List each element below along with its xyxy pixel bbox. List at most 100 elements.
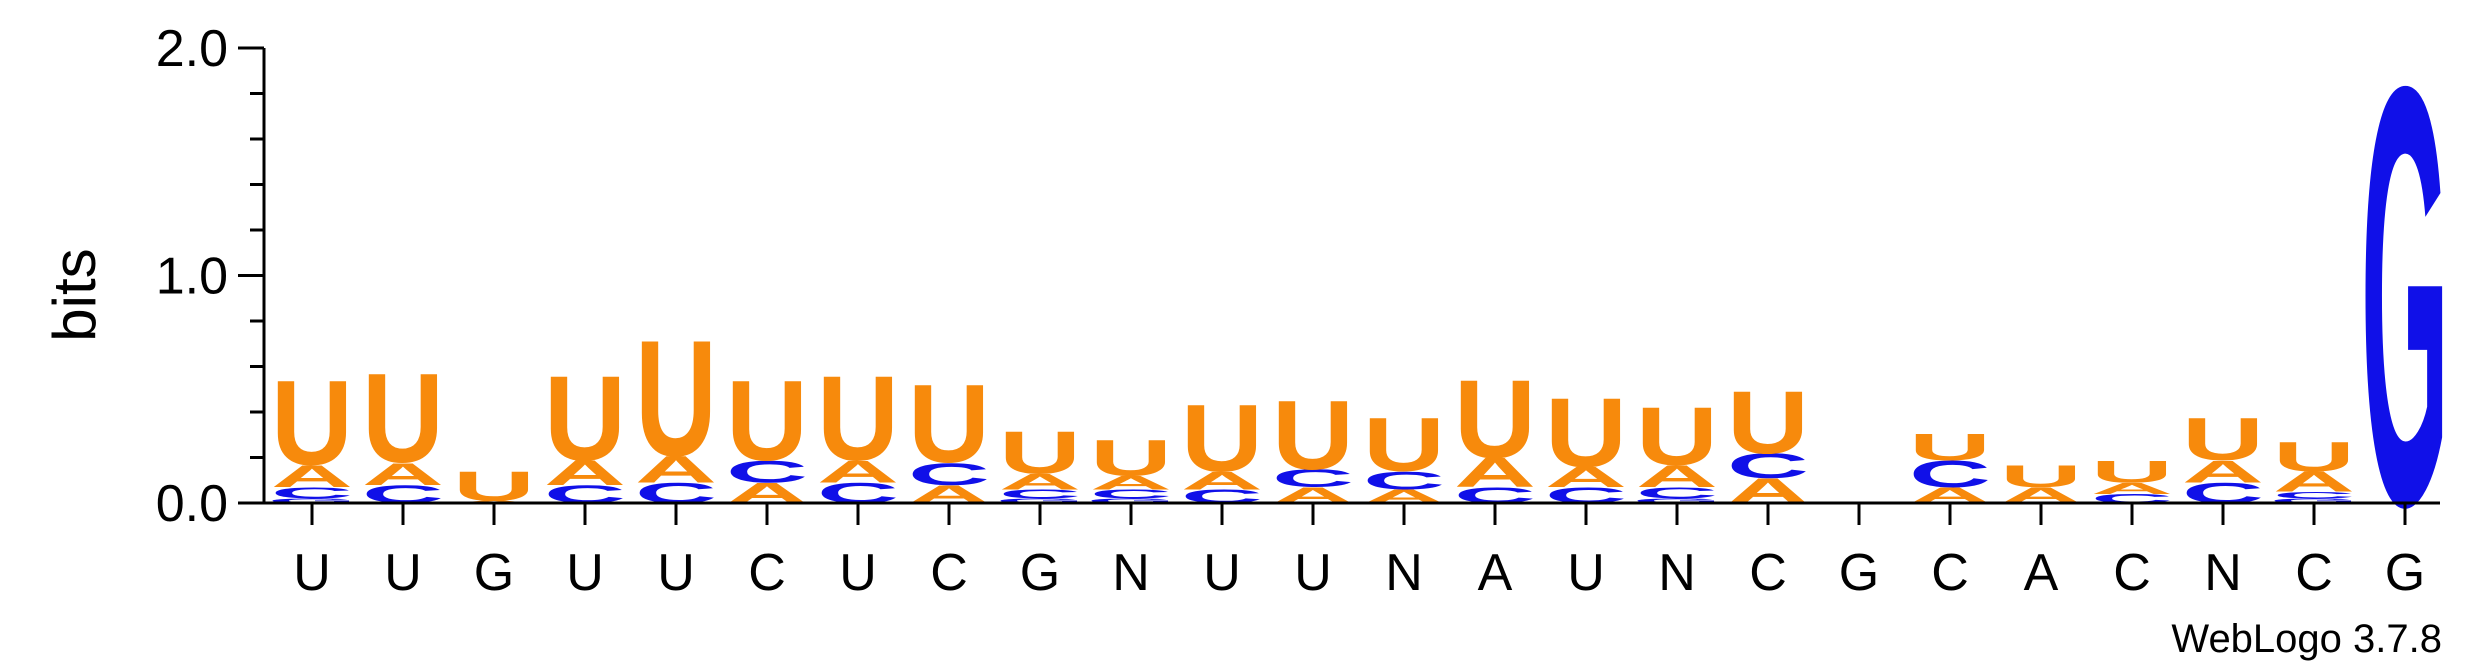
logo-column: ACU: [908, 361, 990, 508]
logo-glyph-a: A: [1545, 461, 1627, 493]
logo-glyph-u: U: [726, 357, 808, 484]
logo-glyph-g: G: [1633, 497, 1721, 504]
x-tick-label: U: [1294, 544, 1332, 602]
x-tick-label: G: [1839, 544, 1879, 602]
logo-glyph-a: A: [1454, 450, 1536, 496]
x-tick-label: G: [1020, 544, 1060, 602]
logo-glyph-u: U: [635, 307, 717, 491]
logo-glyph-u: U: [1454, 357, 1536, 482]
x-tick-label: C: [1931, 544, 1969, 602]
y-tick-label: 1.0: [156, 248, 228, 306]
x-tick-label: U: [1567, 544, 1605, 602]
logo-column: ACU: [1272, 380, 1354, 508]
logo-glyph-u: U: [817, 351, 899, 486]
logo-glyph-a: A: [999, 469, 1081, 494]
logo-glyph-u: U: [1909, 425, 1991, 468]
logo-column: CAU: [2182, 406, 2264, 509]
logo-glyph-u: U: [2182, 406, 2264, 473]
logo-glyph-u: U: [1090, 429, 1172, 486]
logo-glyph-g: G: [996, 497, 1084, 504]
x-tick-label: C: [1749, 544, 1787, 602]
logo-glyph-c: C: [999, 487, 1081, 501]
logo-column: CAU: [544, 351, 626, 509]
logo-glyph-u: U: [2000, 458, 2082, 493]
logo-glyph-c: C: [1909, 452, 1991, 495]
logo-glyph-u: U: [1272, 380, 1354, 490]
logo-glyph-c: C: [2273, 490, 2355, 501]
x-tick-label: C: [930, 544, 968, 602]
logo-glyph-u: U: [271, 355, 353, 490]
logo-glyph-u: U: [1636, 390, 1718, 482]
logo-glyph-c: C: [1636, 484, 1718, 502]
logo-column: CAU: [1181, 386, 1263, 508]
logo-glyph-a: A: [2273, 466, 2355, 498]
y-axis-label: bits: [41, 248, 108, 341]
logo-glyph-u: U: [2273, 434, 2355, 480]
logo-glyph-a: A: [2182, 454, 2264, 489]
y-tick-label: 2.0: [156, 20, 228, 78]
logo-glyph-a: A: [362, 456, 444, 491]
logo-column: CAU: [362, 347, 444, 508]
logo-glyph-a: A: [1090, 472, 1172, 493]
logo-column: CAU: [2091, 454, 2173, 506]
logo-glyph-g: G: [2361, 0, 2449, 631]
logo-glyph-u: U: [1181, 386, 1263, 492]
logo-glyph-a: A: [544, 453, 626, 492]
logo-glyph-a: A: [1636, 458, 1718, 493]
logo-glyph-c: C: [908, 456, 990, 491]
logo-glyph-c: C: [271, 484, 353, 502]
logo-glyph-a: A: [1181, 467, 1263, 495]
x-tick-label: U: [1203, 544, 1241, 602]
logo-glyph-u: U: [1545, 378, 1627, 488]
logo-glyph-g: G: [268, 497, 356, 504]
logo-glyph-c: C: [1363, 467, 1445, 495]
logo-column: ACU: [726, 357, 808, 509]
logo-stacks: GCAUCAUAUCAUCAUACUCAUACUGCAUGCAUCAUACUAC…: [268, 0, 2449, 631]
logo-glyph-c: C: [1727, 446, 1809, 485]
x-tick-label: U: [566, 544, 604, 602]
logo-column: ACU: [1363, 403, 1445, 508]
x-tick-label: C: [2295, 544, 2333, 602]
x-tick-label: C: [748, 544, 786, 602]
logo-glyph-u: U: [2091, 454, 2173, 489]
x-tick-label: N: [2204, 544, 2242, 602]
x-tick-label: G: [474, 544, 514, 602]
x-tick-label: A: [1478, 544, 1513, 602]
x-tick-label: U: [839, 544, 877, 602]
logo-column: AU: [2000, 458, 2082, 507]
logo-column: ACU: [1727, 373, 1809, 511]
x-tick-label: G: [2385, 544, 2425, 602]
logo-column: CAU: [1545, 378, 1627, 508]
x-tick-label: C: [2113, 544, 2151, 602]
logo-glyph-c: C: [1090, 487, 1172, 501]
logo-glyph-u: U: [999, 420, 1081, 487]
logo-glyph-a: A: [635, 448, 717, 491]
x-tick-label: U: [293, 544, 331, 602]
weblogo-credit: WebLogo 3.7.8: [2171, 617, 2442, 661]
logo-column: CAU: [1454, 357, 1536, 508]
logo-glyph-a: A: [271, 458, 353, 493]
x-tick-label: A: [2024, 544, 2059, 602]
logo-glyph-a: A: [2091, 480, 2173, 498]
logo-column: CAU: [635, 307, 717, 509]
logo-glyph-g: G: [2270, 497, 2358, 504]
logo-column: CAU: [817, 351, 899, 510]
x-tick-label: N: [1112, 544, 1150, 602]
logo-glyph-c: C: [1272, 465, 1354, 493]
logo-glyph-u: U: [1727, 373, 1809, 472]
logo-glyph-u: U: [1363, 403, 1445, 488]
logo-column: ACU: [1909, 425, 1991, 508]
y-axis-ticks: 0.0 1.0 2.0: [156, 20, 264, 533]
x-tick-label: N: [1385, 544, 1423, 602]
logo-glyph-a: A: [817, 454, 899, 489]
x-tick-label: N: [1658, 544, 1696, 602]
x-tick-label: U: [384, 544, 422, 602]
logo-glyph-u: U: [908, 361, 990, 486]
